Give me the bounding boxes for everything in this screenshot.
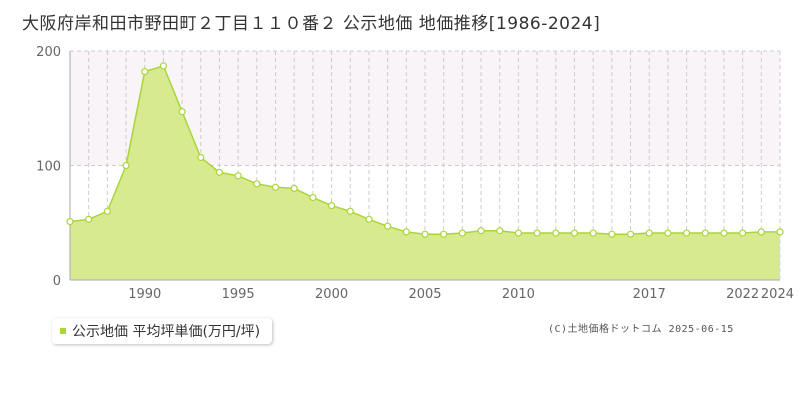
data-point xyxy=(421,230,429,238)
data-point xyxy=(85,215,93,223)
series-area xyxy=(70,65,780,280)
data-point xyxy=(626,230,635,238)
data-point xyxy=(159,62,168,70)
x-tick-label: 2024 xyxy=(761,287,794,302)
data-point xyxy=(645,229,653,237)
x-tick-label: 2000 xyxy=(315,287,348,302)
data-point xyxy=(103,207,111,215)
data-point xyxy=(664,229,672,237)
data-point xyxy=(215,168,224,176)
data-point xyxy=(682,229,691,237)
data-point xyxy=(552,229,560,237)
data-point xyxy=(570,229,579,237)
data-point xyxy=(234,172,242,180)
y-tick-label: 0 xyxy=(53,274,61,289)
data-point xyxy=(346,207,354,215)
x-tick-labels: 1990 1995 2000 2005 2010 2017 2022 2024 xyxy=(128,287,794,302)
data-point xyxy=(122,161,130,170)
data-point xyxy=(776,228,784,236)
x-tick-label: 2017 xyxy=(633,287,666,302)
data-point xyxy=(290,184,298,192)
data-point xyxy=(739,229,747,237)
data-point xyxy=(477,227,485,235)
data-point xyxy=(253,180,261,188)
data-point xyxy=(141,68,149,76)
data-point xyxy=(514,229,523,237)
x-tick-label: 2022 xyxy=(726,287,759,302)
data-point xyxy=(384,222,392,230)
data-point xyxy=(178,108,186,116)
data-point xyxy=(402,228,410,236)
page-title: 大阪府岸和田市野田町２丁目１１０番２ 公示地価 地価推移[1986-2024] xyxy=(22,14,601,34)
credit: (C)土地価格ドットコム 2025-06-15 xyxy=(548,324,734,335)
data-point xyxy=(309,193,317,202)
y-tick-labels: 0 100 200 xyxy=(36,45,61,289)
data-point xyxy=(365,215,373,223)
legend-label: 公示地価 平均坪単価(万円/坪) xyxy=(72,324,261,340)
x-tick-label: 1990 xyxy=(128,287,161,302)
legend-swatch xyxy=(60,328,66,334)
data-point xyxy=(533,229,541,237)
data-point xyxy=(440,230,448,238)
data-point xyxy=(720,229,728,237)
data-point xyxy=(496,227,504,235)
data-point xyxy=(458,229,466,237)
x-tick-label: 2005 xyxy=(408,287,441,302)
data-point xyxy=(701,229,709,237)
legend: 公示地価 平均坪単価(万円/坪) xyxy=(52,318,273,344)
x-tick-label: 2010 xyxy=(502,287,535,302)
data-point xyxy=(608,230,616,238)
data-point xyxy=(757,228,765,236)
data-point xyxy=(66,218,74,226)
series-points xyxy=(66,62,784,238)
x-tick-label: 1995 xyxy=(222,287,255,302)
data-point xyxy=(271,183,280,191)
y-tick-label: 200 xyxy=(36,45,61,60)
y-tick-label: 100 xyxy=(36,160,61,175)
data-point xyxy=(197,153,205,162)
data-point xyxy=(327,201,336,210)
data-point xyxy=(589,229,597,237)
